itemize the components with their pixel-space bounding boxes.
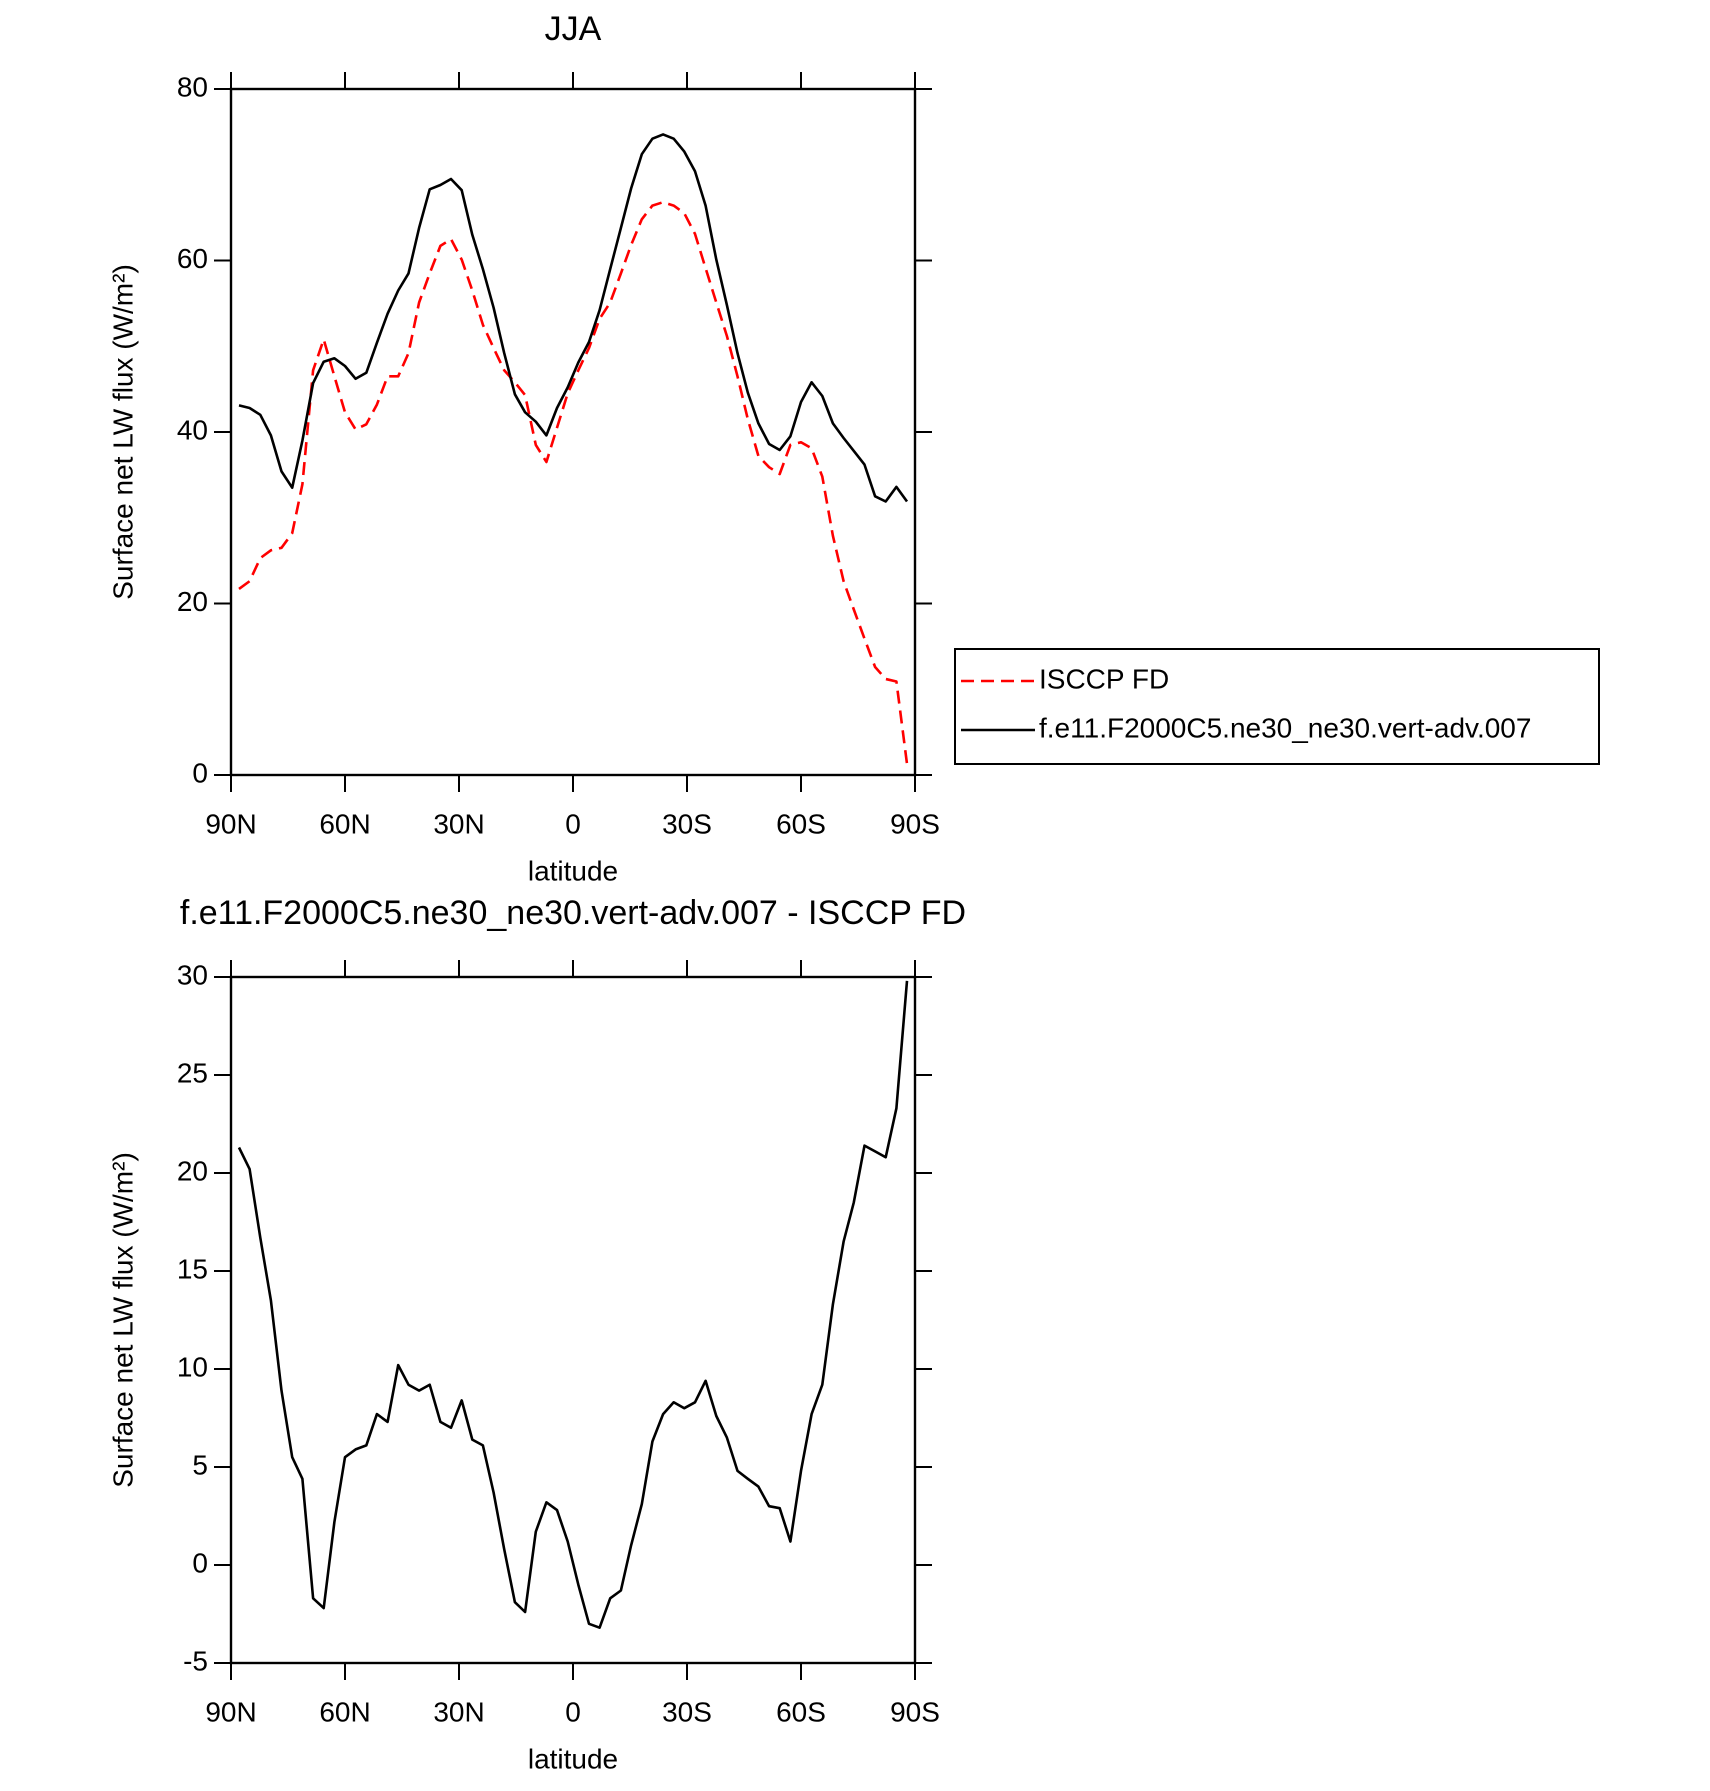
y-tick-label: 0 xyxy=(192,1547,208,1578)
x-tick-label: 30S xyxy=(662,808,712,839)
x-tick-label: 30N xyxy=(433,1696,484,1727)
y-tick-label: 20 xyxy=(177,1155,208,1186)
x-axis-title: latitude xyxy=(528,1743,618,1774)
x-tick-label: 60S xyxy=(776,808,826,839)
y-tick-label: 25 xyxy=(177,1057,208,1088)
x-tick-label: 90N xyxy=(205,808,256,839)
legend-label: f.e11.F2000C5.ne30_ne30.vert-adv.007 xyxy=(1039,712,1531,743)
x-tick-label: 90N xyxy=(205,1696,256,1727)
y-tick-label: 10 xyxy=(177,1351,208,1382)
legend-label: ISCCP FD xyxy=(1039,663,1169,694)
y-tick-label: 0 xyxy=(192,757,208,788)
y-tick-label: 30 xyxy=(177,959,208,990)
data-line xyxy=(237,980,909,1629)
chart-title: JJA xyxy=(545,10,602,48)
y-tick-label: 5 xyxy=(192,1449,208,1480)
x-tick-label: 60N xyxy=(319,808,370,839)
y-axis-title: Surface net LW flux (W/m²) xyxy=(107,264,138,600)
y-tick-label: 40 xyxy=(177,414,208,445)
y-tick-label: -5 xyxy=(183,1645,208,1676)
x-tick-label: 60S xyxy=(776,1696,826,1727)
y-tick-label: 60 xyxy=(177,243,208,274)
x-tick-label: 90S xyxy=(890,1696,940,1727)
y-tick-label: 80 xyxy=(177,71,208,102)
x-tick-label: 30N xyxy=(433,808,484,839)
x-tick-label: 30S xyxy=(662,1696,712,1727)
legend-box xyxy=(954,648,1600,765)
x-tick-label: 90S xyxy=(890,808,940,839)
data-line xyxy=(238,133,909,503)
x-axis-title: latitude xyxy=(528,855,618,886)
chart-title: f.e11.F2000C5.ne30_ne30.vert-adv.007 - I… xyxy=(180,894,966,932)
x-tick-label: 60N xyxy=(319,1696,370,1727)
y-tick-label: 15 xyxy=(177,1253,208,1284)
plot-frame xyxy=(229,87,917,777)
x-tick-label: 0 xyxy=(565,1696,581,1727)
x-tick-label: 0 xyxy=(565,808,581,839)
y-tick-label: 20 xyxy=(177,586,208,617)
data-line xyxy=(238,200,909,765)
y-axis-title: Surface net LW flux (W/m²) xyxy=(107,1152,138,1488)
plot-frame xyxy=(229,975,917,1665)
